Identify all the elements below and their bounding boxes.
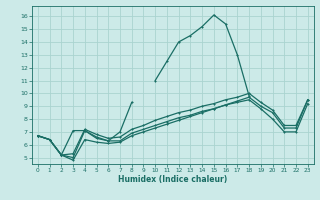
X-axis label: Humidex (Indice chaleur): Humidex (Indice chaleur) xyxy=(118,175,228,184)
